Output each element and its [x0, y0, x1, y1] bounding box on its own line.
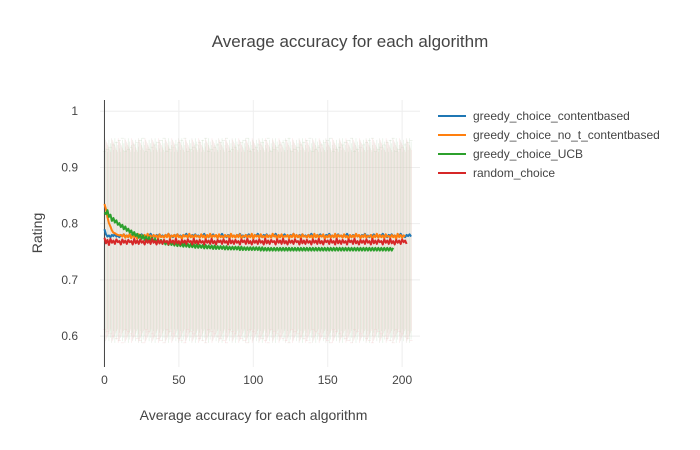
- legend-item-random-choice[interactable]: random_choice: [438, 163, 660, 182]
- x-tick-label: 100: [243, 373, 263, 387]
- x-tick-label: 150: [318, 373, 338, 387]
- legend-label: random_choice: [473, 165, 556, 180]
- legend-swatch: [438, 133, 466, 136]
- tick-labels: 0.6 0.7 0.8 0.9 1 0 50 100 150 200: [61, 104, 412, 387]
- series-line-random-choice: [103, 237, 408, 247]
- legend-label: greedy_choice_contentbased: [473, 108, 630, 123]
- y-tick-label: 0.9: [61, 160, 78, 174]
- legend-label: greedy_choice_UCB: [473, 146, 584, 161]
- y-tick-label: 0.7: [61, 273, 78, 287]
- legend-swatch: [438, 171, 466, 174]
- y-axis-title: Rating: [29, 212, 45, 254]
- y-tick-label: 0.6: [61, 329, 78, 343]
- legend-item-greedy-choice-no-t-contentbased[interactable]: greedy_choice_no_t_contentbased: [438, 125, 660, 144]
- legend-item-greedy-choice-ucb[interactable]: greedy_choice_UCB: [438, 144, 660, 163]
- legend-label: greedy_choice_no_t_contentbased: [473, 127, 660, 142]
- legend: greedy_choice_contentbased greedy_choice…: [438, 106, 660, 182]
- legend-item-greedy-choice-contentbased[interactable]: greedy_choice_contentbased: [438, 106, 660, 125]
- x-axis-title: Average accuracy for each algorithm: [139, 407, 368, 423]
- y-tick-label: 1: [71, 104, 78, 118]
- x-tick-label: 200: [392, 373, 412, 387]
- series-line-greedy-choice-no-t-contentbased: [103, 203, 406, 240]
- legend-swatch: [438, 152, 466, 155]
- y-tick-label: 0.8: [61, 217, 78, 231]
- series-lines: [103, 203, 412, 252]
- x-tick-label: 50: [172, 373, 186, 387]
- x-tick-label: 0: [101, 373, 108, 387]
- legend-swatch: [438, 114, 466, 117]
- chart-title: Average accuracy for each algorithm: [211, 32, 489, 51]
